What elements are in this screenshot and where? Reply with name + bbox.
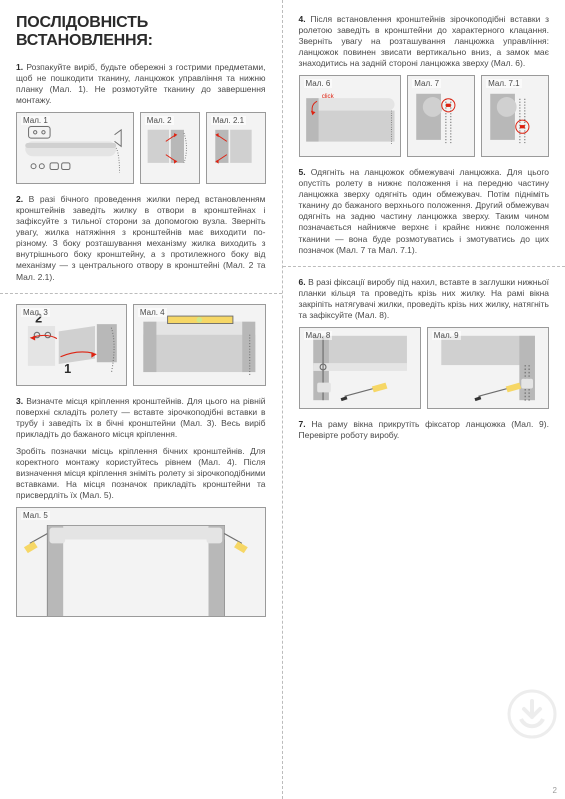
page-number: 2 — [553, 786, 557, 795]
figure-9-caption: Мал. 9 — [432, 331, 461, 340]
figure-8-caption: Мал. 8 — [304, 331, 333, 340]
fig-row-1-2: Мал. 1 Мал. 2 — [16, 112, 266, 184]
section-divider-right — [283, 266, 565, 267]
step-3b-text: Зробіть позначки місць кріплення бічних … — [16, 446, 266, 501]
step-7-body: На раму вікна прикрутіть фіксатор ланцюж… — [299, 419, 549, 440]
right-column: 4. Після встановлення кронштейнів зірочк… — [283, 0, 565, 799]
step-2-text: 2. В разі бічного проведення жилки перед… — [16, 194, 266, 282]
figure-5: Мал. 5 — [16, 507, 266, 617]
figure-2-1-caption: Мал. 2.1 — [211, 116, 246, 125]
figure-5-caption: Мал. 5 — [21, 511, 50, 520]
figure-7-1-caption: Мал. 7.1 — [486, 79, 521, 88]
click-label: click — [321, 93, 334, 100]
figure-2-caption: Мал. 2 — [145, 116, 174, 125]
figure-8: Мал. 8 — [299, 327, 421, 409]
step-1-body: Розпакуйте виріб, будьте обережні з гост… — [16, 62, 266, 105]
figure-7-caption: Мал. 7 — [412, 79, 441, 88]
step-3a-text: 3. Визначте місця кріплення кронштейнів.… — [16, 396, 266, 440]
figure-3: Мал. 3 1 2 — [16, 304, 127, 386]
step-6-text: 6. В разі фіксації виробу під нахил, вст… — [299, 277, 550, 321]
figure-4-caption: Мал. 4 — [138, 308, 167, 317]
step-3a-body: Визначте місця кріплення кронштейнів. Дл… — [16, 396, 266, 439]
step-6-body: В разі фіксації виробу під нахил, вставт… — [299, 277, 550, 320]
step-5-body: Одягніть на ланцюжок обмежувачі ланцюжка… — [299, 167, 550, 254]
left-column: ПОСЛІДОВНІСТЬ ВСТАНОВЛЕННЯ: 1. Розпакуйт… — [0, 0, 283, 799]
figure-7-1: Мал. 7.1 — [481, 75, 549, 157]
figure-2-1: Мал. 2.1 — [206, 112, 266, 184]
step-4-text: 4. Після встановлення кронштейнів зірочк… — [299, 14, 550, 69]
figure-1: Мал. 1 — [16, 112, 134, 184]
figure-6-caption: Мал. 6 — [304, 79, 333, 88]
figure-7: Мал. 7 — [407, 75, 475, 157]
step-5-text: 5. Одягніть на ланцюжок обмежувачі ланцю… — [299, 167, 550, 255]
watermark-icon — [507, 689, 557, 739]
fig3-num1: 1 — [64, 362, 71, 376]
page-title: ПОСЛІДОВНІСТЬ ВСТАНОВЛЕННЯ: — [16, 14, 266, 50]
figure-1-caption: Мал. 1 — [21, 116, 50, 125]
fig-row-8-9: Мал. 8 Мал. 9 — [299, 327, 550, 409]
step-2-body: В разі бічного проведення жилки перед вс… — [16, 194, 266, 281]
figure-4: Мал. 4 — [133, 304, 266, 386]
figure-9: Мал. 9 — [427, 327, 549, 409]
step-4-body: Після встановлення кронштейнів зірочкопо… — [299, 14, 550, 68]
step-7-text: 7. На раму вікна прикрутіть фіксатор лан… — [299, 419, 550, 441]
step-1-text: 1. Розпакуйте виріб, будьте обережні з г… — [16, 62, 266, 106]
fig-row-3-4: Мал. 3 1 2 Мал. 4 — [16, 304, 266, 386]
figure-3-caption: Мал. 3 — [21, 308, 50, 317]
fig-row-6-7: Мал. 6 click Мал. 7 — [299, 75, 550, 157]
section-divider-left — [0, 293, 282, 294]
figure-2: Мал. 2 — [140, 112, 200, 184]
fig-row-5: Мал. 5 — [16, 507, 266, 617]
figure-6: Мал. 6 click — [299, 75, 402, 157]
